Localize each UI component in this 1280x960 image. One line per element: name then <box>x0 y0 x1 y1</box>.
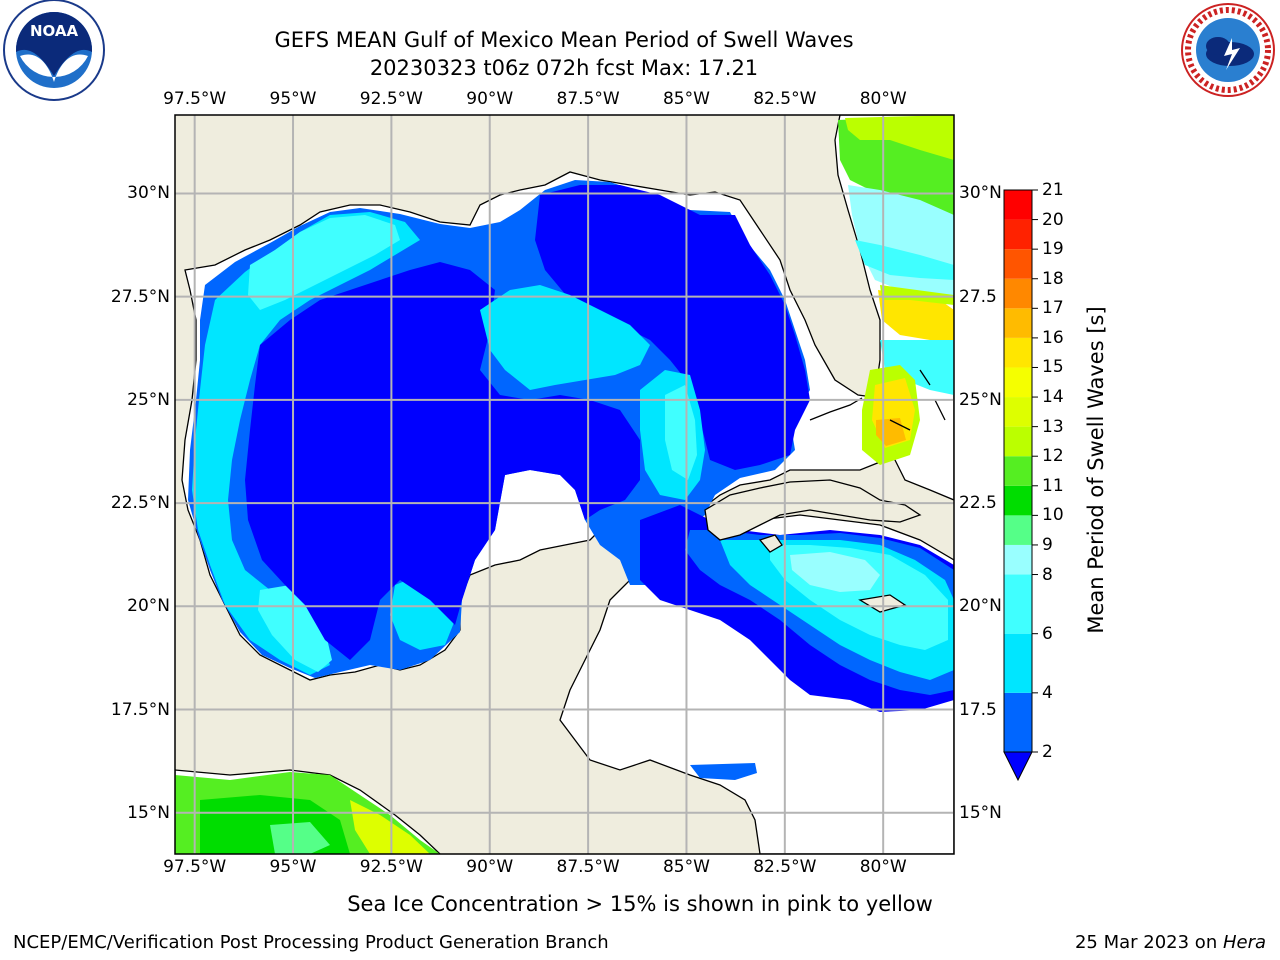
colorbar-tick-label: 9 <box>1042 534 1053 555</box>
colorbar-tick-label: 2 <box>1042 742 1053 762</box>
colorbar-band <box>1004 190 1032 220</box>
lon-tick-top: 85°W <box>662 89 710 109</box>
lat-tick-right: 20°N <box>959 596 1002 617</box>
colorbar-tick-label: 21 <box>1042 180 1064 200</box>
colorbar-tick-label: 11 <box>1042 475 1064 496</box>
lon-tick-bottom: 87.5°W <box>556 857 620 877</box>
colorbar-extend-arrow <box>1003 751 1033 782</box>
colorbar-band <box>1004 426 1032 457</box>
colorbar-band <box>1004 692 1032 752</box>
colorbar-band <box>1004 544 1032 575</box>
colorbar-tick-label: 18 <box>1042 268 1064 289</box>
sea-ice-note: Sea Ice Concentration > 15% is shown in … <box>347 892 933 916</box>
lat-tick-left: 20°N <box>127 596 170 617</box>
swell-gulf-4s <box>192 212 420 675</box>
colorbar-label: Mean Period of Swell Waves [s] <box>1084 306 1108 634</box>
swell-caribbean-8s <box>790 552 880 592</box>
machine-name: Hera <box>1222 932 1266 953</box>
lat-tick-right: 17.5 <box>959 699 997 720</box>
bahamas <box>889 369 946 431</box>
lat-tick-right: 25°N <box>959 389 1002 410</box>
colorbar-tick-label: 19 <box>1042 239 1064 260</box>
colorbar-band <box>1004 456 1032 486</box>
swell-gulf-0s-b <box>535 185 810 470</box>
swell-caribbean-small <box>690 763 757 780</box>
lat-tick-left: 17.5°N <box>110 699 170 720</box>
colorbar-tick-label: 16 <box>1042 327 1064 348</box>
lon-tick-bottom: 97.5°W <box>163 857 227 877</box>
colorbar-tick-label: 17 <box>1042 298 1064 319</box>
colorbar-band <box>1004 337 1032 368</box>
colorbar-band <box>1004 633 1032 693</box>
lon-tick-top: 92.5°W <box>359 89 423 109</box>
lon-tick-top: 97.5°W <box>163 89 227 109</box>
lon-tick-bottom: 90°W <box>466 857 514 877</box>
graticule <box>175 115 954 854</box>
lon-tick-bottom: 92.5°W <box>359 857 423 877</box>
colorbar-tick-label: 4 <box>1042 682 1053 703</box>
colorbar-band <box>1004 249 1032 279</box>
map-frame <box>174 114 955 855</box>
lon-tick-top: 90°W <box>466 89 514 109</box>
lon-tick-bottom: 95°W <box>269 857 317 877</box>
colorbar-band <box>1004 397 1032 427</box>
colorbar-band <box>1004 574 1032 634</box>
noaa-logo-icon: NOAA <box>3 0 105 101</box>
nws-logo-icon <box>1181 3 1275 97</box>
lon-tick-top: 87.5°W <box>556 89 620 109</box>
lon-tick-bottom: 80°W <box>859 857 907 877</box>
date-label: 25 Mar 2023 on <box>1074 932 1223 953</box>
credit-text: NCEP/EMC/Verification Post Processing Pr… <box>13 932 609 953</box>
isle-of-youth <box>758 534 783 553</box>
swell-gulf-6s <box>248 215 400 310</box>
lat-tick-right: 15°N <box>959 802 1002 823</box>
swell-gulf-0s <box>245 262 640 660</box>
lat-tick-right: 22.5 <box>959 493 997 514</box>
colorbar-tick-label: 20 <box>1042 209 1064 230</box>
swell-atlantic-8s-b <box>880 340 954 395</box>
noaa-logo-text: NOAA <box>30 22 79 40</box>
colorbar-tick-label: 14 <box>1042 387 1064 408</box>
lat-tick-left: 22.5°N <box>110 493 170 514</box>
colorbar-band <box>1004 308 1032 338</box>
lat-tick-left: 30°N <box>127 183 170 204</box>
chart-subtitle: 20230323 t06z 072h fcst Max: 17.21 <box>369 56 759 80</box>
colorbar-band <box>1004 485 1032 516</box>
colorbar-band <box>1004 367 1032 398</box>
colorbar-band <box>1004 219 1032 250</box>
colorbar-band <box>1004 278 1032 309</box>
swell-atlantic-6s <box>855 240 954 280</box>
lon-tick-top: 82.5°W <box>753 89 817 109</box>
lon-tick-bottom: 85°W <box>662 857 710 877</box>
lon-tick-top: 80°W <box>859 89 907 109</box>
lon-tick-top: 95°W <box>269 89 317 109</box>
date-text: 25 Mar 2023 on Hera <box>1075 932 1266 954</box>
colorbar-tick-label: 13 <box>1042 416 1064 437</box>
lat-tick-right: 27.5 <box>959 286 997 307</box>
colorbar-tick-label: 6 <box>1042 623 1053 644</box>
swell-pacific-9s <box>270 822 330 854</box>
cuba-island <box>704 479 922 541</box>
swell-gulf-6s-c <box>665 385 697 480</box>
swell-atlantic-12s <box>845 115 954 160</box>
lat-tick-left: 25°N <box>127 389 170 410</box>
florida-keys <box>809 397 863 421</box>
lat-tick-right: 30°N <box>959 183 1002 204</box>
colorbar-tick-label: 15 <box>1042 357 1064 378</box>
colorbar-tick-label: 12 <box>1042 446 1064 467</box>
swell-gulf-4s-c <box>480 285 650 390</box>
lat-tick-left: 15°N <box>127 802 170 823</box>
colorbar-tick-label: 10 <box>1042 505 1064 526</box>
colorbar <box>1003 189 1038 782</box>
colorbar-frame <box>1003 189 1033 753</box>
lon-tick-bottom: 82.5°W <box>753 857 817 877</box>
colorbar-tick-label: 8 <box>1042 564 1053 585</box>
lat-tick-left: 27.5°N <box>110 286 170 307</box>
chart-title: GEFS MEAN Gulf of Mexico Mean Period of … <box>274 28 854 52</box>
swell-atlantic-12s-b <box>880 285 954 305</box>
colorbar-band <box>1004 515 1032 545</box>
